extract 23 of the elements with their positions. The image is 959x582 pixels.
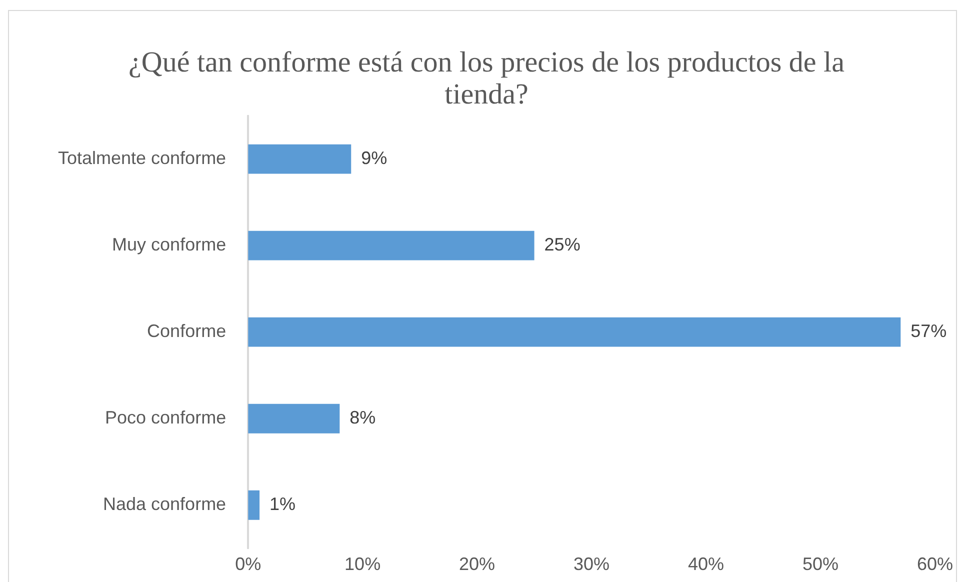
x-tick-label: 40% [688, 554, 724, 574]
x-tick-label: 50% [802, 554, 839, 574]
y-tick-label: Totalmente conforme [58, 148, 226, 168]
bar [248, 317, 901, 347]
y-tick-label: Nada conforme [103, 494, 226, 514]
bar [248, 144, 352, 174]
x-tick-label: 30% [574, 554, 610, 574]
y-tick-label: Muy conforme [112, 234, 226, 255]
data-label: 57% [910, 321, 947, 342]
x-tick-label: 0% [235, 554, 262, 574]
x-tick-label: 20% [459, 554, 496, 574]
data-label: 1% [270, 494, 296, 514]
x-tick-label: 60% [916, 554, 953, 574]
bar [248, 404, 340, 434]
chart-title: ¿Qué tan conforme está con los precios de los productos de la tienda? [128, 46, 845, 110]
data-label: 25% [544, 234, 580, 255]
bar [248, 230, 534, 260]
bar [248, 490, 260, 520]
y-tick-label: Poco conforme [105, 408, 226, 428]
x-tick-label: 10% [344, 554, 381, 574]
data-label: 8% [350, 408, 376, 428]
data-label: 9% [361, 148, 388, 168]
y-tick-label: Conforme [147, 321, 226, 342]
